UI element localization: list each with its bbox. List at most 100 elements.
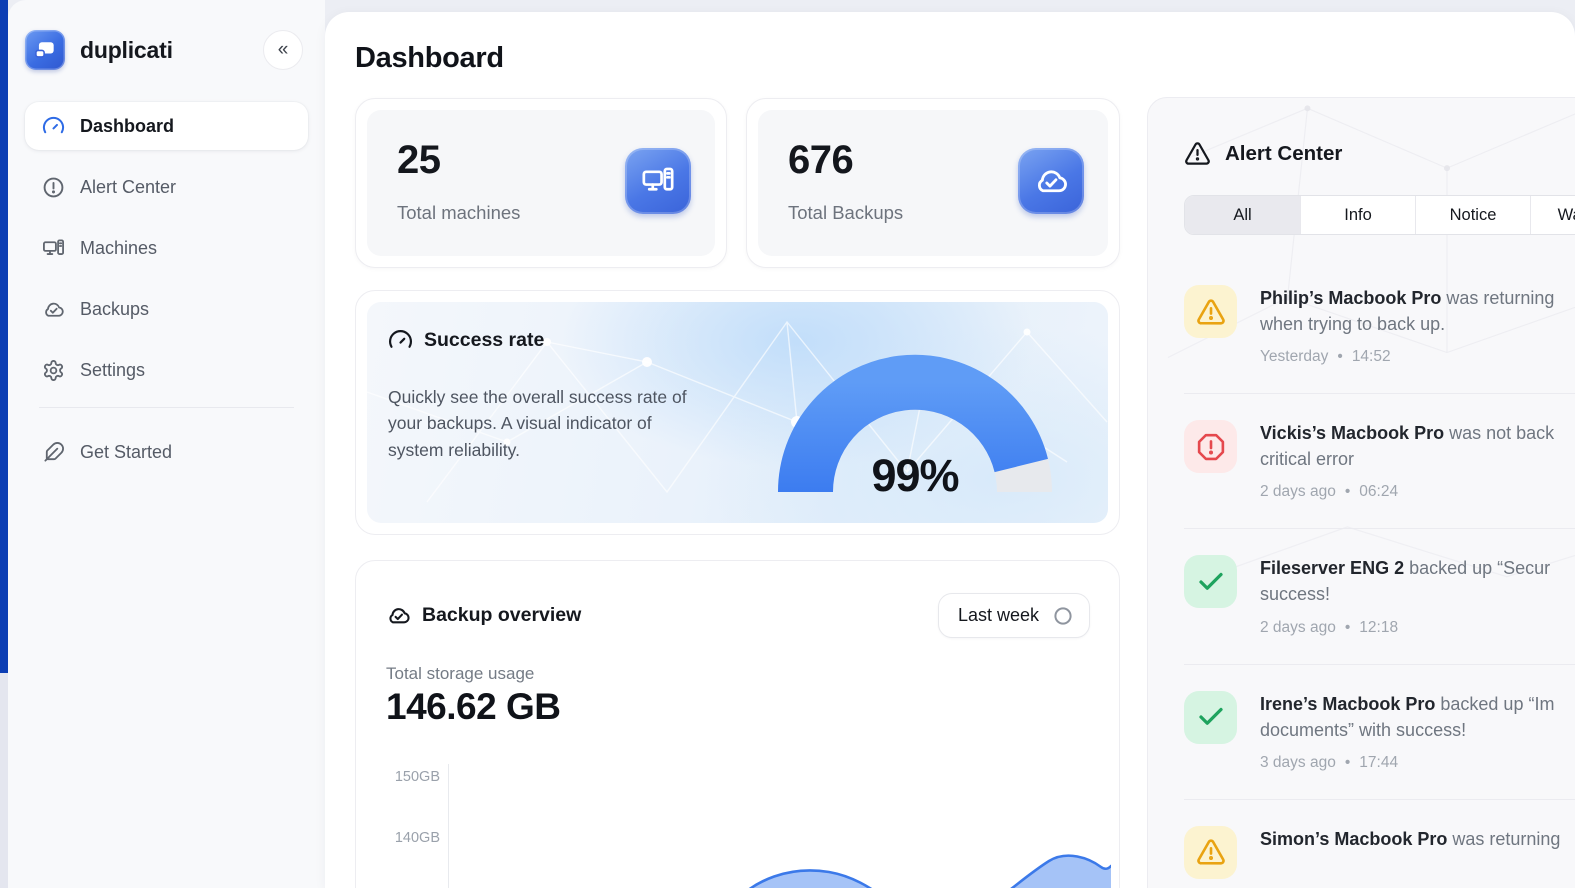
alert-text: was not back <box>1449 423 1555 444</box>
sidebar-divider <box>39 407 294 408</box>
main-panel: Dashboard 25 Total machines 676 Total Ba… <box>325 12 1575 888</box>
alert-meta: 2 days ago • 12:18 <box>1260 619 1550 637</box>
alert-meta: 3 days ago • 17:44 <box>1260 754 1554 772</box>
alert-row[interactable]: Simon’s Macbook Pro was returning <box>1184 800 1575 888</box>
sidebar-item-backups[interactable]: Backups <box>25 285 308 333</box>
stat-card-total-machines: 25 Total machines <box>355 98 727 268</box>
period-select-value: Last week <box>958 605 1040 625</box>
alert-date: Yesterday <box>1260 348 1329 366</box>
alert-text: backed up “Im <box>1440 693 1555 714</box>
tab-info[interactable]: Info <box>1300 196 1415 234</box>
check-icon <box>1184 690 1237 744</box>
storage-area-chart <box>748 854 1111 888</box>
y-axis-tick-150: 150GB <box>394 769 440 785</box>
sidebar-item-label: Get Started <box>80 441 173 462</box>
alert-row[interactable]: Irene’s Macbook Pro backed up “Im documen… <box>1184 665 1575 800</box>
gear-icon <box>41 358 65 382</box>
alert-row[interactable]: Vickis’s Macbook Pro was not back critica… <box>1184 394 1575 530</box>
alert-content: Fileserver ENG 2 backed up “Secur success… <box>1260 555 1550 636</box>
overview-card-title: Backup overview <box>422 604 582 626</box>
window-edge-strip-bottom <box>0 673 8 888</box>
dot-separator: • <box>1344 483 1351 501</box>
success-rate-gauge <box>765 342 1065 494</box>
sidebar: duplicati « Dashboard Alert Center Machi… <box>8 0 325 888</box>
alert-time: 12:18 <box>1359 618 1399 636</box>
sidebar-item-label: Alert Center <box>80 176 177 197</box>
warning-triangle-icon <box>1184 140 1211 167</box>
alert-machine-name: Fileserver ENG 2 <box>1260 558 1405 579</box>
cloud-check-icon <box>1018 148 1084 214</box>
alert-text: was returning <box>1446 288 1555 308</box>
sidebar-item-label: Settings <box>80 359 146 380</box>
sidebar-nav: Dashboard Alert Center Machines Backups … <box>25 102 308 476</box>
overview-card-header: Backup overview <box>386 603 581 628</box>
alert-text-line2: critical error <box>1260 449 1355 470</box>
period-select-button[interactable]: Last week <box>938 593 1090 638</box>
alert-time: 06:24 <box>1359 483 1399 501</box>
duplicati-logo-icon <box>25 30 65 70</box>
alert-date: 2 days ago <box>1260 483 1336 501</box>
stat-card-inner: 676 Total Backups <box>758 110 1108 256</box>
alert-content: Philip’s Macbook Pro was returning when t… <box>1260 285 1554 366</box>
alert-circle-icon <box>41 175 65 199</box>
error-octagon-icon <box>1184 420 1237 474</box>
alert-machine-name: Simon’s Macbook Pro <box>1260 828 1448 849</box>
success-rate-value: 99% <box>871 450 959 501</box>
alert-row[interactable]: Philip’s Macbook Pro was returning when t… <box>1184 259 1575 395</box>
alert-meta: 2 days ago • 06:24 <box>1260 483 1554 501</box>
alert-center-title: Alert Center <box>1225 141 1343 165</box>
alert-machine-name: Vickis’s Macbook Pro <box>1260 423 1445 444</box>
stat-value: 676 <box>788 138 854 182</box>
success-rate-card-inner: Success rate Quickly see the overall suc… <box>367 302 1108 523</box>
backup-overview-card: Backup overview Last week Total storage … <box>355 560 1120 888</box>
alert-text-line2: success! <box>1260 584 1331 605</box>
alert-content: Simon’s Macbook Pro was returning <box>1260 826 1560 879</box>
sidebar-item-label: Dashboard <box>80 115 175 136</box>
alert-row[interactable]: Fileserver ENG 2 backed up “Secur success… <box>1184 529 1575 665</box>
sidebar-collapse-button[interactable]: « <box>263 30 303 70</box>
success-rate-card: Success rate Quickly see the overall suc… <box>355 290 1120 535</box>
brand-row: duplicati « <box>25 26 308 74</box>
machines-icon <box>41 236 65 260</box>
cloud-check-icon <box>41 297 65 321</box>
alert-machine-name: Philip’s Macbook Pro <box>1260 288 1442 308</box>
alert-text-line2: when trying to back up. <box>1260 314 1446 335</box>
alert-date: 3 days ago <box>1260 753 1336 771</box>
stat-value: 25 <box>397 138 441 182</box>
check-icon <box>1184 555 1237 609</box>
warning-icon <box>1184 285 1237 338</box>
sidebar-item-dashboard[interactable]: Dashboard <box>25 102 308 150</box>
stat-label: Total Backups <box>788 202 904 223</box>
sidebar-item-label: Machines <box>80 237 158 258</box>
success-card-title: Success rate <box>424 329 545 351</box>
y-axis-line <box>448 764 449 888</box>
gauge-icon <box>41 114 65 138</box>
quill-icon <box>41 440 65 464</box>
sidebar-item-settings[interactable]: Settings <box>25 346 308 394</box>
storage-usage-value: 146.62 GB <box>386 686 561 727</box>
stat-card-total-backups: 676 Total Backups <box>746 98 1120 268</box>
circle-indicator-icon <box>1053 606 1073 626</box>
success-card-header: Success rate <box>388 328 544 353</box>
alert-filter-tabs: All Info Notice Warning <box>1184 195 1575 235</box>
machines-icon <box>625 148 691 214</box>
sidebar-item-get-started[interactable]: Get Started <box>25 428 308 476</box>
alert-meta: Yesterday • 14:52 <box>1260 348 1554 366</box>
success-card-description: Quickly see the overall success rate of … <box>388 387 687 460</box>
tab-warning[interactable]: Warning <box>1530 196 1575 234</box>
storage-usage-label: Total storage usage <box>386 664 535 683</box>
alert-machine-name: Irene’s Macbook Pro <box>1260 693 1436 714</box>
sidebar-item-label: Backups <box>80 298 150 319</box>
window-edge-strip <box>0 0 8 673</box>
stat-label: Total machines <box>397 202 521 223</box>
gauge-icon <box>388 328 413 353</box>
dot-separator: • <box>1344 618 1351 636</box>
alert-time: 17:44 <box>1359 753 1399 771</box>
y-axis-tick-140: 140GB <box>394 830 440 846</box>
sidebar-item-machines[interactable]: Machines <box>25 224 308 272</box>
tab-all[interactable]: All <box>1185 196 1300 234</box>
sidebar-item-alert-center[interactable]: Alert Center <box>25 163 308 211</box>
tab-notice[interactable]: Notice <box>1415 196 1530 234</box>
alert-center-panel: Alert Center All Info Notice Warning Phi… <box>1147 97 1575 888</box>
alert-content: Irene’s Macbook Pro backed up “Im documen… <box>1260 691 1554 772</box>
